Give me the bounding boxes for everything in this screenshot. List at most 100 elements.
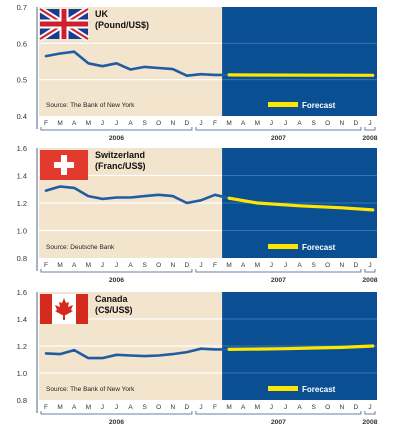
x-tick-label: M [57,262,62,269]
x-tick-label: F [44,262,48,269]
x-tick-label: M [255,120,260,127]
year-label: 2006 [109,419,124,426]
x-tick-label: O [156,120,161,127]
forecast-legend-label: Forecast [302,243,336,252]
uk-flag [38,6,90,42]
chart-subtitle: (C$/US$) [95,305,133,315]
x-tick-label: A [241,120,246,127]
x-tick-label: M [226,404,231,411]
x-tick-label: M [86,120,91,127]
chart-panel-switzerland: 0.8 1.0 1.2 1.4 1.6 F M A M J J A S O N D J F M A M J J A S O N D J 2… [17,144,378,284]
x-tick-label: A [241,262,246,269]
y-tick-label: 1.0 [17,369,27,378]
source-label: Source: The Bank of New York [46,102,135,109]
x-tick-label: O [325,404,330,411]
actual-series-line [44,185,231,205]
x-tick-label: J [284,120,287,127]
x-tick-label: N [339,262,344,269]
forecast-series-line [227,344,375,351]
year-bracket [364,411,376,415]
x-tick-label: N [170,404,175,411]
chart-title: Canada [95,294,129,304]
x-tick-label: M [57,404,62,411]
x-tick-label: S [311,404,316,411]
x-tick-label: J [101,120,104,127]
chart-title: Switzerland [95,150,145,160]
y-tick-label: 0.8 [17,254,27,263]
source-label: Source: The Bank of New York [46,386,135,393]
x-tick-label: F [213,404,217,411]
swiss-flag [40,150,88,180]
y-tick-label: 1.4 [17,172,27,181]
x-tick-label: N [170,262,175,269]
x-tick-label: M [86,262,91,269]
x-tick-label: J [115,120,118,127]
year-bracket [364,269,376,273]
chart-panel-canada: 0.8 1.0 1.2 1.4 1.6 F M A M J J A S O N D J F M A M J J A S O N D J 2… [17,288,378,426]
year-bracket [364,127,376,131]
x-tick-label: D [185,262,190,269]
x-tick-label: J [284,404,287,411]
x-tick-label: N [170,120,175,127]
x-tick-label: S [142,404,147,411]
x-tick-label: A [297,120,302,127]
year-label: 2006 [109,135,124,142]
y-tick-label: 1.2 [17,199,27,208]
x-tick-label: S [311,262,316,269]
y-tick-label: 0.5 [17,76,27,85]
year-bracket [195,269,362,273]
x-tick-label: O [325,262,330,269]
x-tick-label: O [156,262,161,269]
x-tick-label: M [86,404,91,411]
x-tick-label: F [213,262,217,269]
x-tick-label: M [255,404,260,411]
year-label: 2007 [271,277,286,284]
forecast-legend-label: Forecast [302,385,336,394]
y-tick-label: 1.4 [17,315,27,324]
y-tick-label: 0.7 [17,3,27,12]
x-tick-label: F [213,120,217,127]
forecast-legend-swatch [268,244,298,249]
year-bracket [195,411,362,415]
x-tick-label: N [339,120,344,127]
x-tick-label: M [226,120,231,127]
actual-series-line [44,347,231,360]
x-tick-label: M [255,262,260,269]
x-tick-label: F [44,404,48,411]
year-label: 2007 [271,135,286,142]
x-tick-label: A [72,120,77,127]
y-tick-label: 0.8 [17,396,27,405]
x-tick-label: J [199,120,202,127]
chart-panel-uk: 0.4 0.5 0.6 0.7 F M A M J J A S O N D J F M A M J J A S O N D J 2006… [17,3,378,142]
x-tick-label: A [72,404,77,411]
year-bracket [40,269,193,273]
x-tick-label: S [142,120,147,127]
x-tick-label: M [57,120,62,127]
forecast-legend-swatch [268,102,298,107]
y-tick-label: 1.2 [17,342,27,351]
year-label: 2008 [362,135,377,142]
x-tick-label: S [142,262,147,269]
x-tick-label: J [199,404,202,411]
source-label: Source: Deutsche Bank [46,244,115,251]
x-tick-label: D [185,120,190,127]
x-tick-label: J [199,262,202,269]
x-tick-label: M [226,262,231,269]
x-tick-label: A [297,404,302,411]
x-tick-label: J [270,404,273,411]
y-tick-label: 0.6 [17,39,27,48]
x-tick-label: J [115,262,118,269]
forecast-series-line [227,196,375,212]
x-tick-label: A [128,404,133,411]
year-label: 2008 [362,419,377,426]
x-tick-label: J [368,120,371,127]
x-tick-label: A [128,262,133,269]
year-label: 2008 [362,277,377,284]
chart-subtitle: (Pound/US$) [95,20,149,30]
chart-title: UK [95,9,108,19]
x-tick-label: J [270,120,273,127]
x-tick-label: J [368,262,371,269]
year-label: 2007 [271,419,286,426]
y-tick-label: 1.6 [17,144,27,153]
